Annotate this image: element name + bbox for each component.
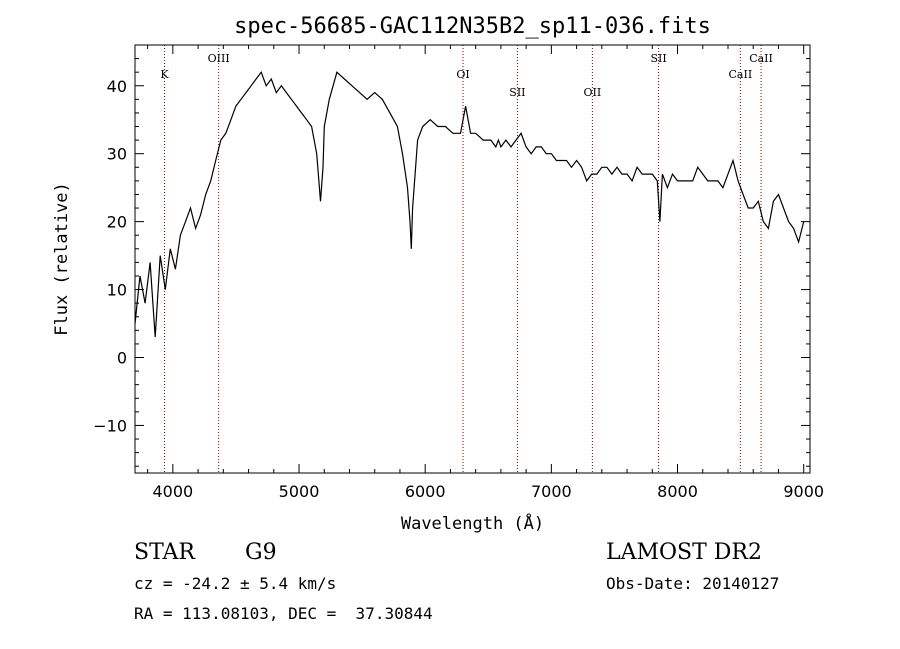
x-tick-label: 4000 bbox=[152, 482, 193, 501]
x-tick-label: 7000 bbox=[531, 482, 572, 501]
annotation-label: OII bbox=[584, 86, 602, 99]
annotation-label: K bbox=[160, 68, 169, 81]
object-subclass: G9 bbox=[245, 540, 277, 565]
annotation-label: CaII bbox=[729, 68, 753, 81]
x-axis-label: Wavelength (Å) bbox=[401, 512, 544, 534]
annotation-label: SII bbox=[650, 52, 666, 65]
object-class: STAR bbox=[134, 540, 195, 565]
spectrum-line bbox=[134, 70, 805, 338]
sky-coordinates: RA = 113.08103, DEC = 37.30844 bbox=[134, 604, 433, 623]
x-tick-label: 8000 bbox=[657, 482, 698, 501]
annotation-label: OI bbox=[456, 68, 469, 81]
annotation-label: OIII bbox=[208, 52, 230, 65]
y-tick-label: −10 bbox=[93, 416, 127, 435]
y-tick-label: 0 bbox=[117, 349, 127, 368]
chart-title: spec-56685-GAC112N35B2_sp11-036.fits bbox=[234, 14, 711, 39]
y-tick-label: 10 bbox=[107, 281, 127, 300]
x-tick-label: 5000 bbox=[279, 482, 320, 501]
plot-frame bbox=[134, 44, 811, 474]
redshift-velocity: cz = -24.2 ± 5.4 km/s bbox=[134, 574, 337, 593]
annotation-label: SII bbox=[509, 86, 525, 99]
annotation-label: CaII bbox=[749, 52, 773, 65]
y-tick-label: 30 bbox=[107, 145, 127, 164]
x-tick-label: 6000 bbox=[405, 482, 446, 501]
observation-date: Obs-Date: 20140127 bbox=[606, 574, 780, 593]
x-tick-label: 9000 bbox=[783, 482, 824, 501]
y-axis-label: Flux (relative) bbox=[52, 182, 72, 336]
y-tick-label: 20 bbox=[107, 213, 127, 232]
y-tick-label: 40 bbox=[107, 77, 127, 96]
survey-name: LAMOST DR2 bbox=[606, 540, 762, 565]
